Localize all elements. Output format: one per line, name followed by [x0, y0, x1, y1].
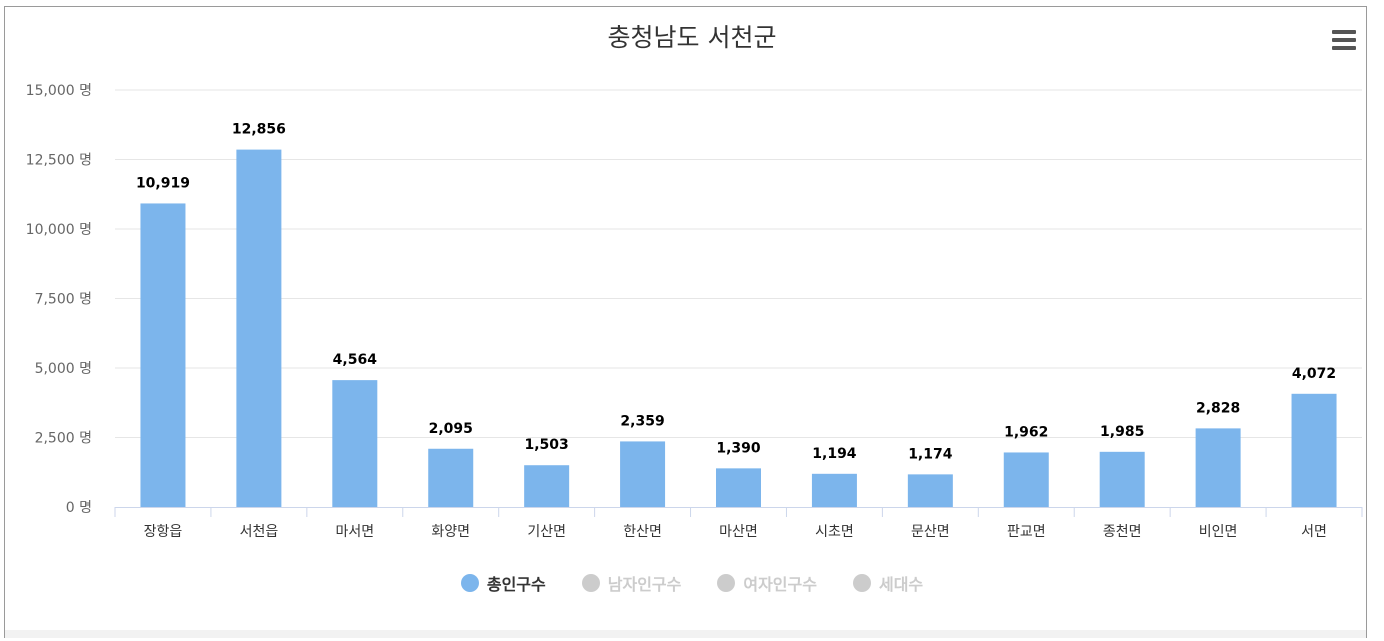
hamburger-menu-icon[interactable] [1330, 28, 1358, 52]
y-tick-label: 15,000 명 [26, 83, 92, 99]
bars: 10,919 12,856 4,564 2,095 1,503 2,359 1,390 1,1… [136, 122, 1337, 508]
bar[interactable] [236, 149, 282, 507]
data-label: 4,564 [333, 352, 378, 368]
y-tick-label: 5,000 명 [35, 361, 92, 377]
bar[interactable] [1099, 451, 1145, 507]
legend-label: 세대수 [878, 575, 924, 594]
data-label: 1,503 [525, 437, 569, 453]
bar[interactable] [332, 380, 378, 507]
bar[interactable] [140, 203, 186, 508]
legend: 총인구수 남자인구수 여자인구수 세대수 [0, 571, 1384, 595]
bar[interactable] [811, 473, 857, 507]
data-label: 1,985 [1100, 424, 1144, 440]
data-label: 10,919 [136, 175, 190, 191]
grid-lines [115, 89, 1362, 438]
x-tick-label: 기산면 [527, 524, 566, 540]
data-label: 2,359 [620, 413, 664, 429]
data-label: 1,194 [812, 446, 857, 462]
bar[interactable] [1003, 452, 1049, 507]
legend-item[interactable]: 세대수 [852, 571, 924, 595]
legend-label: 총인구수 [486, 575, 546, 594]
x-tick-label: 마산면 [719, 524, 758, 540]
legend-label: 남자인구수 [607, 575, 682, 594]
data-label: 2,828 [1196, 400, 1240, 416]
x-tick-label: 서면 [1301, 524, 1327, 540]
y-tick-label: 2,500 명 [35, 431, 92, 447]
bar[interactable] [907, 474, 953, 507]
x-tick-label: 시초면 [815, 524, 854, 540]
bar[interactable] [1195, 428, 1241, 507]
x-tick-label: 화양면 [431, 524, 470, 540]
legend-item[interactable]: 남자인구수 [581, 571, 682, 595]
x-tick-label: 장항읍 [144, 524, 183, 540]
chart-container [4, 6, 1367, 638]
bar[interactable] [716, 468, 761, 507]
x-tick-label: 마서면 [335, 524, 374, 540]
x-axis: 장항읍 서천읍 마서면 화양면 기산면 한산면 마산면 시초면 문산면 판교면 종천면 비인면 서면 [114, 507, 1363, 540]
x-tick-label: 한산면 [623, 524, 662, 540]
bar[interactable] [524, 465, 570, 507]
data-label: 1,962 [1004, 424, 1048, 440]
legend-marker-icon [717, 574, 736, 592]
y-tick-label: 12,500 명 [26, 153, 92, 169]
y-tick-label: 0 명 [66, 500, 92, 516]
x-tick-label: 비인면 [1199, 524, 1238, 540]
legend-marker-icon [581, 574, 600, 592]
x-tick-label: 서천읍 [240, 524, 279, 540]
bar[interactable] [1291, 393, 1337, 507]
legend-item[interactable]: 여자인구수 [717, 571, 817, 595]
x-tick-label: 판교면 [1007, 524, 1046, 540]
data-label: 1,390 [716, 440, 761, 456]
data-label: 12,856 [232, 122, 286, 138]
y-axis: 0 명 2,500 명 5,000 명 7,500 명 10,000 명 12,500 명… [26, 83, 92, 516]
x-tick-label: 종천면 [1103, 524, 1142, 540]
bar[interactable] [620, 441, 666, 507]
data-label: 1,174 [908, 446, 953, 462]
x-tick-label: 문산면 [911, 524, 950, 540]
legend-marker-icon [852, 574, 871, 592]
chart-bottom-band [5, 630, 1366, 638]
data-label: 4,072 [1292, 366, 1336, 382]
chart-title: 충청남도 서천군 [607, 23, 777, 52]
y-tick-label: 10,000 명 [26, 222, 92, 238]
legend-marker-icon [460, 574, 479, 592]
legend-item[interactable]: 총인구수 [460, 571, 546, 595]
legend-label: 여자인구수 [743, 575, 817, 594]
y-tick-label: 7,500 명 [35, 292, 92, 308]
data-label: 2,095 [429, 421, 473, 437]
bar[interactable] [428, 448, 474, 507]
